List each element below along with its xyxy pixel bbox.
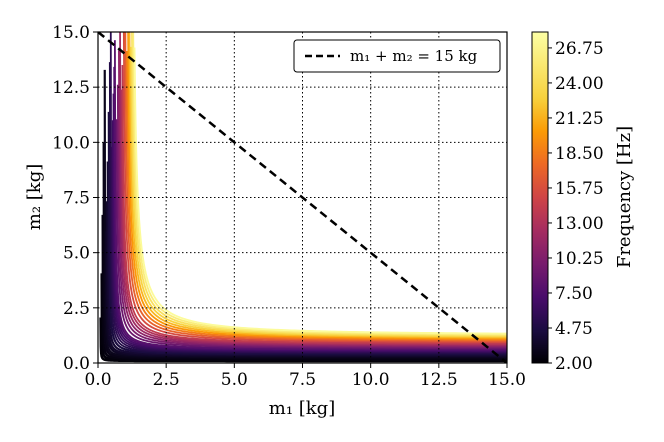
colorbar-tick-label: 26.75 — [555, 39, 604, 59]
colorbar-tick-label: 24.00 — [555, 74, 604, 94]
colorbar-tick-label: 15.75 — [555, 179, 604, 199]
x-tick-label: 12.5 — [420, 370, 458, 390]
colorbar-label: Frequency [Hz] — [614, 126, 635, 268]
y-axis-label: m₂ [kg] — [24, 164, 45, 230]
contour-line-21 — [121, 64, 507, 345]
y-axis-ticks: 0.0 2.5 5.0 7.5 10.0 12.5 15.0 — [52, 23, 98, 374]
colorbar-ticks: 2.00 4.75 7.50 10.25 13.00 15.75 18.50 21.25 24.… — [548, 39, 604, 374]
x-axis-ticks: 0.0 2.5 5.0 7.5 10.0 12.5 15.0 — [84, 363, 526, 390]
colorbar: 2.00 4.75 7.50 10.25 13.00 15.75 18.50 21.25 24.… — [531, 31, 635, 374]
colorbar-frame — [531, 31, 549, 364]
contour-line-15 — [113, 40, 507, 351]
contour-line-17 — [116, 84, 507, 349]
contour-line-26 — [128, 32, 507, 339]
colorbar-tick-label: 4.75 — [555, 319, 593, 339]
legend-box — [293, 39, 501, 73]
dashed-series — [98, 32, 507, 363]
contour-line-24 — [125, 50, 507, 341]
contour-line-18 — [118, 50, 507, 348]
x-tick-label: 0.0 — [84, 370, 111, 390]
x-tick-label: 10.0 — [352, 370, 390, 390]
y-tick-label: 15.0 — [52, 23, 90, 43]
contour-line-29 — [132, 32, 507, 336]
contour-line-30 — [133, 47, 507, 335]
y-tick-label: 10.0 — [52, 133, 90, 153]
x-axis-label: m₁ [kg] — [269, 398, 335, 419]
colorbar-gradient — [532, 32, 548, 363]
contour-line-27 — [129, 46, 507, 338]
legend: m₁ + m₂ = 15 kg — [293, 39, 501, 73]
total-mass-line — [98, 32, 507, 363]
contour-line-28 — [131, 32, 507, 337]
y-tick-label: 5.0 — [63, 244, 90, 264]
x-tick-label: 2.5 — [153, 370, 180, 390]
colorbar-level-lines — [532, 37, 548, 362]
y-tick-label: 0.0 — [63, 354, 90, 374]
colorbar-tick-label: 18.50 — [555, 144, 604, 164]
contour-line-16 — [115, 119, 507, 350]
legend-entry-label: m₁ + m₂ = 15 kg — [350, 47, 478, 65]
contour-line-22 — [122, 32, 507, 343]
contour-line-23 — [124, 32, 507, 342]
x-tick-label: 5.0 — [221, 370, 248, 390]
colorbar-tick-label: 7.50 — [555, 284, 593, 304]
colorbar-tick-label: 2.00 — [555, 354, 593, 374]
colorbar-tick-label: 21.25 — [555, 109, 604, 129]
colorbar-tick-label: 13.00 — [555, 214, 604, 234]
y-tick-label: 2.5 — [63, 299, 90, 319]
y-tick-label: 7.5 — [63, 189, 90, 209]
contour-lines — [99, 32, 507, 363]
contour-line-20 — [120, 89, 507, 346]
y-tick-label: 12.5 — [52, 78, 90, 98]
colorbar-tick-label: 10.25 — [555, 249, 604, 269]
contour-line-25 — [127, 32, 507, 340]
x-tick-label: 7.5 — [289, 370, 316, 390]
x-tick-label: 15.0 — [488, 370, 526, 390]
contour-line-19 — [119, 32, 507, 347]
plot-area — [97, 31, 508, 364]
